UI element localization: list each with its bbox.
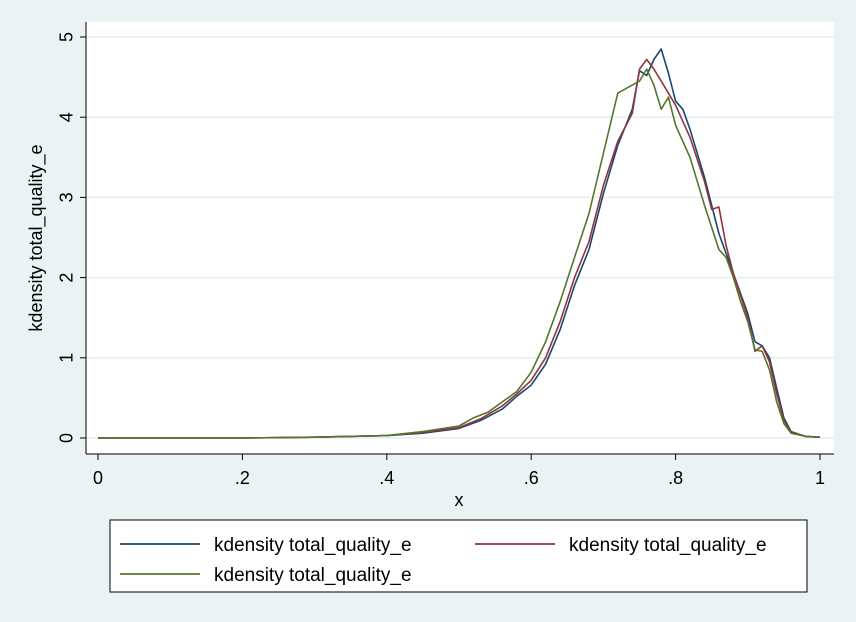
legend-box [109,519,808,593]
series-line-1 [98,48,821,439]
legend-label-2: kdensity total_quality_e [569,535,767,556]
axes: 0 1 2 3 4 5 0 .2 .4 .6 .8 1 [56,22,834,488]
y-tick-label: 1 [56,353,76,363]
y-tick-label: 4 [56,112,76,122]
y-tick-label: 5 [56,32,76,42]
y-tick-label: 0 [56,433,76,443]
x-tick-label: 0 [93,468,103,488]
legend: kdensity total_quality_e kdensity total_q… [109,519,808,593]
x-tick-label: .2 [235,468,250,488]
series-lines [98,48,821,439]
x-tick-label: 1 [815,468,825,488]
legend-entries: kdensity total_quality_e kdensity total_q… [120,535,767,586]
series-line-2 [98,58,821,439]
y-axis-title: kdensity total_quality_e [26,144,47,331]
y-tick-label: 2 [56,273,76,283]
x-tick-label: .4 [379,468,394,488]
series-line-3 [98,68,821,439]
legend-label-1: kdensity total_quality_e [214,535,412,556]
x-tick-label: .6 [524,468,539,488]
legend-label-3: kdensity total_quality_e [214,565,412,586]
plot-area [86,22,834,454]
y-tick-label: 3 [56,192,76,202]
x-tick-label: .8 [668,468,683,488]
x-axis-title: x [455,490,464,510]
